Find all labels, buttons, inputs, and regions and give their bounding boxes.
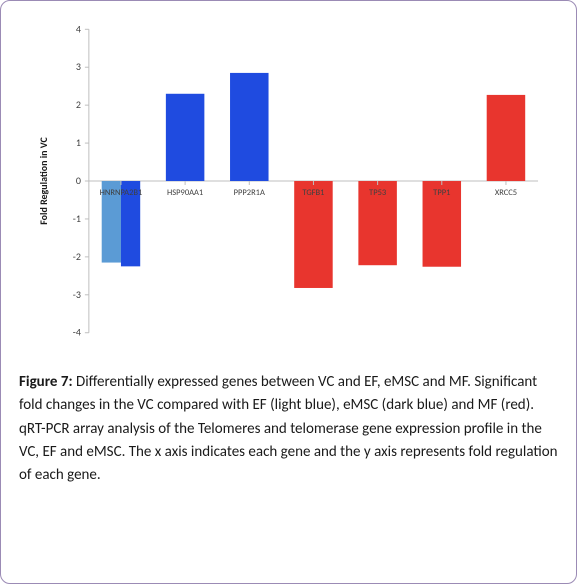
y-tick-label: -4 xyxy=(73,326,81,339)
y-tick-label: -3 xyxy=(73,288,81,301)
x-tick-label: TPP1 xyxy=(433,188,450,198)
chart-svg: -4 -3 -2 -1 0 1 2 3 4 Fold Regulation in VC HNRNPA… xyxy=(19,17,558,357)
y-axis-label: Fold Regulation in VC xyxy=(37,137,50,225)
x-tick-label: TGFB1 xyxy=(302,188,324,198)
bar-PPP2R1A-eMSC xyxy=(230,73,268,181)
y-tick-label: -1 xyxy=(73,212,81,225)
figure-label: Figure 7: xyxy=(19,373,73,391)
fold-regulation-chart: -4 -3 -2 -1 0 1 2 3 4 Fold Regulation in VC HNRNPA… xyxy=(19,17,558,357)
y-tick-label: 4 xyxy=(76,22,81,35)
figure-container: -4 -3 -2 -1 0 1 2 3 4 Fold Regulation in VC HNRNPA… xyxy=(0,0,577,584)
x-tick-label: HNRNPA2B1 xyxy=(100,188,143,198)
x-tick-label: XRCC5 xyxy=(495,188,517,198)
y-tick-label: 3 xyxy=(76,60,81,73)
figure-caption-text: Differentially expressed genes between V… xyxy=(19,373,558,484)
x-tick-label: TP53 xyxy=(369,188,386,198)
y-tick-label: 0 xyxy=(76,174,81,187)
y-tick-label: 1 xyxy=(76,136,81,149)
y-tick-label: 2 xyxy=(76,98,81,111)
bar-XRCC5-MF xyxy=(487,95,525,181)
x-tick-label: PPP2R1A xyxy=(234,188,265,198)
figure-caption: Figure 7: Differentially expressed genes… xyxy=(19,371,558,487)
y-tick-label: -2 xyxy=(73,250,81,263)
x-tick-label: HSP90AA1 xyxy=(167,188,203,198)
bar-HSP90AA1-eMSC xyxy=(166,94,204,181)
